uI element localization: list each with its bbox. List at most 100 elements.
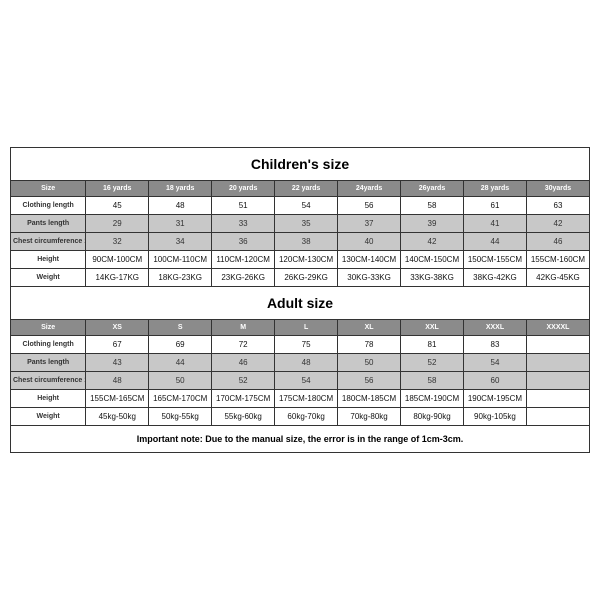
adult-row-weight: Weight 45kg-50kg 50kg-55kg 55kg-60kg 60k… (11, 408, 590, 426)
cell: 72 (212, 336, 275, 354)
cell: 90kg-105kg (463, 408, 526, 426)
cell: 56 (338, 197, 401, 215)
cell: 46 (212, 354, 275, 372)
adult-header-row: Size XS S M L XL XXL XXXL XXXXL (11, 320, 590, 336)
row-label: Pants length (11, 215, 86, 233)
cell: 23KG-26KG (212, 269, 275, 287)
cell: 43 (86, 354, 149, 372)
cell (526, 336, 589, 354)
children-row-height: Height 90CM-100CM 100CM-110CM 110CM-120C… (11, 251, 590, 269)
cell: 42KG-45KG (526, 269, 589, 287)
adult-title-row: Adult size (11, 287, 590, 320)
cell: 42 (526, 215, 589, 233)
cell: 90CM-100CM (86, 251, 149, 269)
cell: 80kg-90kg (401, 408, 464, 426)
important-note: Important note: Due to the manual size, … (11, 426, 590, 453)
children-header-cell: 26yards (401, 181, 464, 197)
cell: 55kg-60kg (212, 408, 275, 426)
cell: 52 (212, 372, 275, 390)
cell (526, 408, 589, 426)
cell: 46 (526, 233, 589, 251)
children-row-pants-length: Pants length 29 31 33 35 37 39 41 42 (11, 215, 590, 233)
children-header-cell: 28 yards (463, 181, 526, 197)
children-header-cell: 30yards (526, 181, 589, 197)
cell: 36 (212, 233, 275, 251)
cell: 44 (149, 354, 212, 372)
adult-title: Adult size (11, 287, 590, 320)
size-chart-container: Children's size Size 16 yards 18 yards 2… (0, 147, 600, 453)
cell: 34 (149, 233, 212, 251)
children-header-cell: 18 yards (149, 181, 212, 197)
cell: 60 (463, 372, 526, 390)
children-header-cell: 16 yards (86, 181, 149, 197)
cell: 52 (401, 354, 464, 372)
cell: 150CM-155CM (463, 251, 526, 269)
size-table: Children's size Size 16 yards 18 yards 2… (10, 147, 590, 453)
row-label: Weight (11, 408, 86, 426)
row-label: Height (11, 251, 86, 269)
children-header-row: Size 16 yards 18 yards 20 yards 22 yards… (11, 181, 590, 197)
cell: 48 (149, 197, 212, 215)
cell: 33KG-38KG (401, 269, 464, 287)
row-label: Chest circumference 1/2 (11, 372, 86, 390)
cell: 14KG-17KG (86, 269, 149, 287)
cell (526, 372, 589, 390)
cell: 32 (86, 233, 149, 251)
children-title: Children's size (11, 148, 590, 181)
cell: 50 (338, 354, 401, 372)
cell: 69 (149, 336, 212, 354)
cell: 42 (401, 233, 464, 251)
cell: 54 (275, 372, 338, 390)
cell: 83 (463, 336, 526, 354)
cell: 110CM-120CM (212, 251, 275, 269)
cell: 50kg-55kg (149, 408, 212, 426)
adult-row-pants-length: Pants length 43 44 46 48 50 52 54 (11, 354, 590, 372)
cell: 63 (526, 197, 589, 215)
cell: 60kg-70kg (275, 408, 338, 426)
cell (526, 390, 589, 408)
adult-header-cell: XXXL (463, 320, 526, 336)
cell: 48 (86, 372, 149, 390)
adult-row-clothing-length: Clothing length 67 69 72 75 78 81 83 (11, 336, 590, 354)
children-row-chest: Chest circumference 1/2 32 34 36 38 40 4… (11, 233, 590, 251)
cell: 18KG-23KG (149, 269, 212, 287)
adult-header-cell: XXXXL (526, 320, 589, 336)
cell: 44 (463, 233, 526, 251)
cell: 45 (86, 197, 149, 215)
adult-header-cell: L (275, 320, 338, 336)
cell: 165CM-170CM (149, 390, 212, 408)
cell: 40 (338, 233, 401, 251)
cell: 155CM-160CM (526, 251, 589, 269)
cell: 33 (212, 215, 275, 233)
adult-row-height: Height 155CM-165CM 165CM-170CM 170CM-175… (11, 390, 590, 408)
cell: 120CM-130CM (275, 251, 338, 269)
cell: 155CM-165CM (86, 390, 149, 408)
cell (526, 354, 589, 372)
children-header-cell: 22 yards (275, 181, 338, 197)
cell: 38 (275, 233, 338, 251)
cell: 61 (463, 197, 526, 215)
cell: 78 (338, 336, 401, 354)
cell: 30KG-33KG (338, 269, 401, 287)
cell: 31 (149, 215, 212, 233)
row-label: Clothing length (11, 336, 86, 354)
cell: 41 (463, 215, 526, 233)
adult-header-cell: XXL (401, 320, 464, 336)
cell: 29 (86, 215, 149, 233)
cell: 45kg-50kg (86, 408, 149, 426)
cell: 56 (338, 372, 401, 390)
children-row-clothing-length: Clothing length 45 48 51 54 56 58 61 63 (11, 197, 590, 215)
cell: 67 (86, 336, 149, 354)
children-header-cell: 20 yards (212, 181, 275, 197)
cell: 170CM-175CM (212, 390, 275, 408)
row-label: Chest circumference 1/2 (11, 233, 86, 251)
row-label: Weight (11, 269, 86, 287)
cell: 100CM-110CM (149, 251, 212, 269)
row-label: Pants length (11, 354, 86, 372)
cell: 35 (275, 215, 338, 233)
adult-header-label: Size (11, 320, 86, 336)
row-label: Height (11, 390, 86, 408)
note-row: Important note: Due to the manual size, … (11, 426, 590, 453)
cell: 54 (275, 197, 338, 215)
adult-header-cell: M (212, 320, 275, 336)
